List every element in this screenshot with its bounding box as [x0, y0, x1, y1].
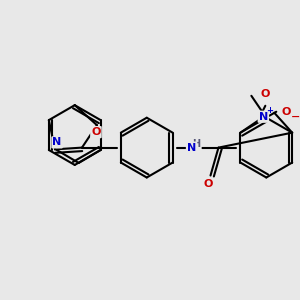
Text: O: O [204, 179, 213, 190]
Text: N: N [52, 137, 62, 147]
Text: O: O [91, 127, 101, 137]
Text: N: N [259, 112, 268, 122]
Text: +: + [266, 106, 273, 115]
Text: H: H [193, 139, 201, 148]
Text: N: N [187, 142, 196, 153]
Text: −: − [290, 112, 300, 122]
Text: O: O [261, 89, 270, 99]
Text: O: O [282, 107, 291, 117]
